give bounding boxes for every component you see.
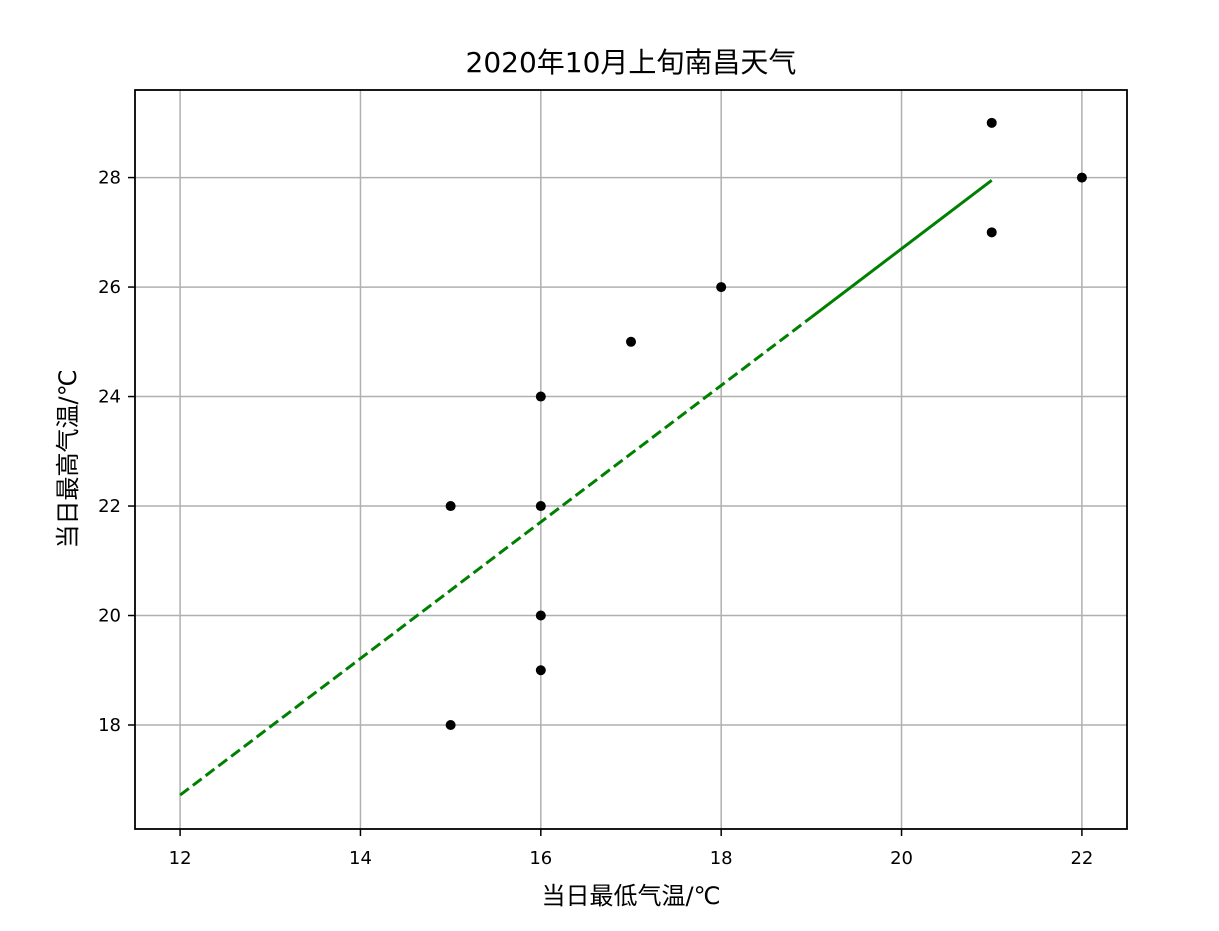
scatter-point — [535, 665, 546, 676]
fit-line — [179, 179, 993, 797]
scatter-point — [535, 610, 546, 621]
scatter-point — [535, 501, 546, 512]
ticks — [128, 176, 1083, 836]
scatter-point — [626, 336, 636, 347]
scatter-point — [716, 282, 727, 293]
scatter-point — [986, 227, 997, 238]
plot-frame — [134, 89, 1128, 830]
scatter-point — [986, 117, 997, 128]
scatter-point — [535, 391, 546, 402]
x-axis-label: 当日最低气温/℃ — [541, 882, 720, 910]
x-tick-label: 16 — [529, 848, 552, 869]
x-tick-label: 20 — [890, 848, 913, 869]
y-tick-label: 22 — [98, 496, 121, 517]
x-tick-label: 12 — [169, 848, 192, 869]
scatter-points — [445, 117, 1087, 730]
grid — [135, 90, 1127, 829]
y-tick-label: 24 — [98, 387, 121, 408]
x-tick-label: 22 — [1070, 848, 1093, 869]
fit-line-dashed — [179, 315, 813, 797]
tick-labels: 12 14 16 18 20 22 18 20 22 24 26 28 — [98, 168, 1093, 869]
x-tick-label: 18 — [710, 848, 733, 869]
chart-title: 2020年10月上旬南昌天气 — [466, 46, 797, 79]
fit-line-solid — [810, 179, 993, 319]
scatter-point — [445, 501, 456, 512]
x-tick-label: 14 — [349, 848, 372, 869]
y-tick-label: 28 — [98, 168, 121, 189]
y-axis-label: 当日最高气温/℃ — [54, 369, 82, 548]
scatter-point — [1076, 172, 1087, 183]
scatter-point — [445, 719, 456, 730]
y-tick-label: 20 — [98, 606, 121, 627]
y-tick-label: 26 — [98, 277, 121, 298]
y-tick-label: 18 — [98, 715, 121, 736]
